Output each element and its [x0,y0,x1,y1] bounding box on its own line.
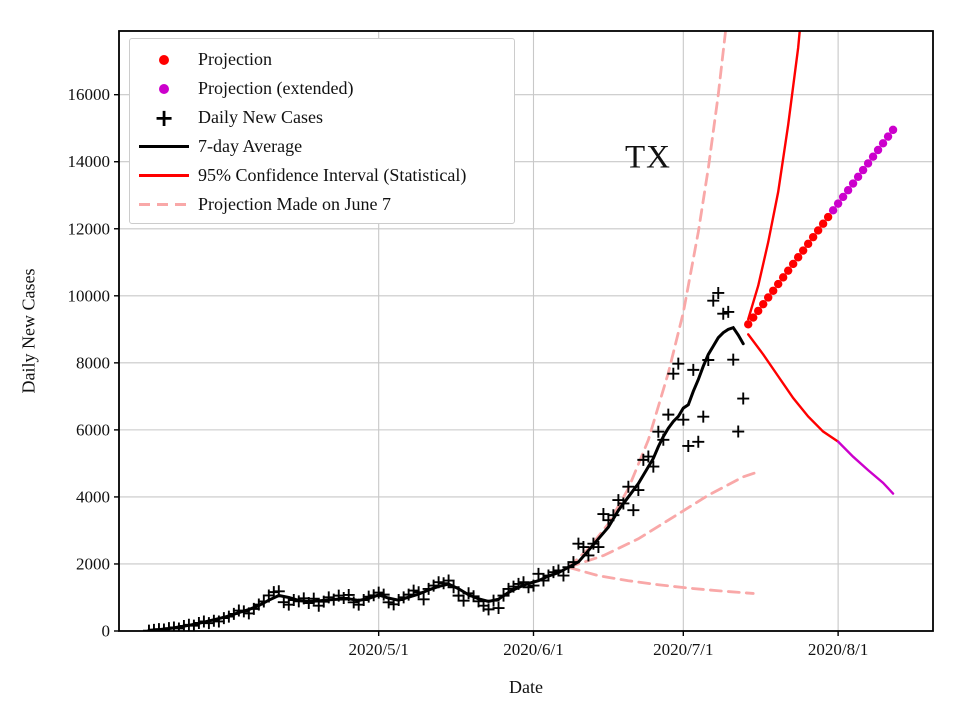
series-7-day-average [147,325,745,631]
series-projection [744,212,833,329]
tick-labels: 0 2000 4000 6000 8000 10000 12000 14000 16000 202… [68,85,869,659]
legend-label: Projection [198,49,272,69]
series-projection-extended- [828,125,898,215]
y-axis-label: Daily New Cases [18,268,39,394]
series-95-confidence-interval-extended-lower [836,440,895,495]
legend: Projection Projection (extended) + Daily… [129,38,515,224]
legend-label: Daily New Cases [198,107,323,127]
plot-border [118,30,934,632]
x-axis-label: Date [509,677,543,697]
legend-row-projection-june7: Projection Made on June 7 [130,190,514,219]
y-tick-label: 16000 [68,85,111,104]
series-projection-made-on-june-7-upper [567,31,727,569]
y-tick-label: 6000 [76,420,110,439]
legend-label: Projection (extended) [198,78,354,98]
series-projection-made-on-june-7-middle [567,470,760,569]
legend-row-projection: Projection [130,45,514,74]
legend-label: Projection Made on June 7 [198,194,391,214]
series-projection-made-on-june-7-lower [567,565,755,595]
legend-label: 95% Confidence Interval (Statistical) [198,165,467,185]
y-tick-label: 14000 [68,152,111,171]
y-tick-label: 10000 [68,286,111,305]
pink-dashed-line-icon [138,203,190,206]
state-annotation: TX [625,139,671,176]
series-95-confidence-interval-statistical-upper [747,31,801,321]
legend-label: 7-day Average [198,136,303,156]
projection-extended-dot-icon [138,83,190,94]
y-tick-label: 2000 [76,554,110,573]
legend-row-confidence-interval: 95% Confidence Interval (Statistical) [130,161,514,190]
red-line-icon [138,174,190,177]
legend-row-daily-new-cases: + Daily New Cases [130,103,514,132]
black-line-icon [138,145,190,148]
series-95-confidence-interval-statistical-lower [747,333,840,443]
legend-row-7-day-average: 7-day Average [130,132,514,161]
y-tick-label: 8000 [76,353,110,372]
x-tick-label: 2020/8/1 [808,640,868,659]
axis-ticks [114,93,839,636]
y-tick-label: 4000 [76,487,110,506]
y-tick-label: 12000 [68,219,111,238]
gridlines [119,31,933,632]
projection-dot-icon [138,54,190,65]
x-tick-label: 2020/5/1 [348,640,408,659]
y-tick-label: 0 [102,622,111,641]
x-tick-label: 2020/7/1 [653,640,713,659]
plus-marker-icon: + [153,103,175,132]
legend-row-projection-extended: Projection (extended) [130,74,514,103]
x-tick-label: 2020/6/1 [503,640,563,659]
